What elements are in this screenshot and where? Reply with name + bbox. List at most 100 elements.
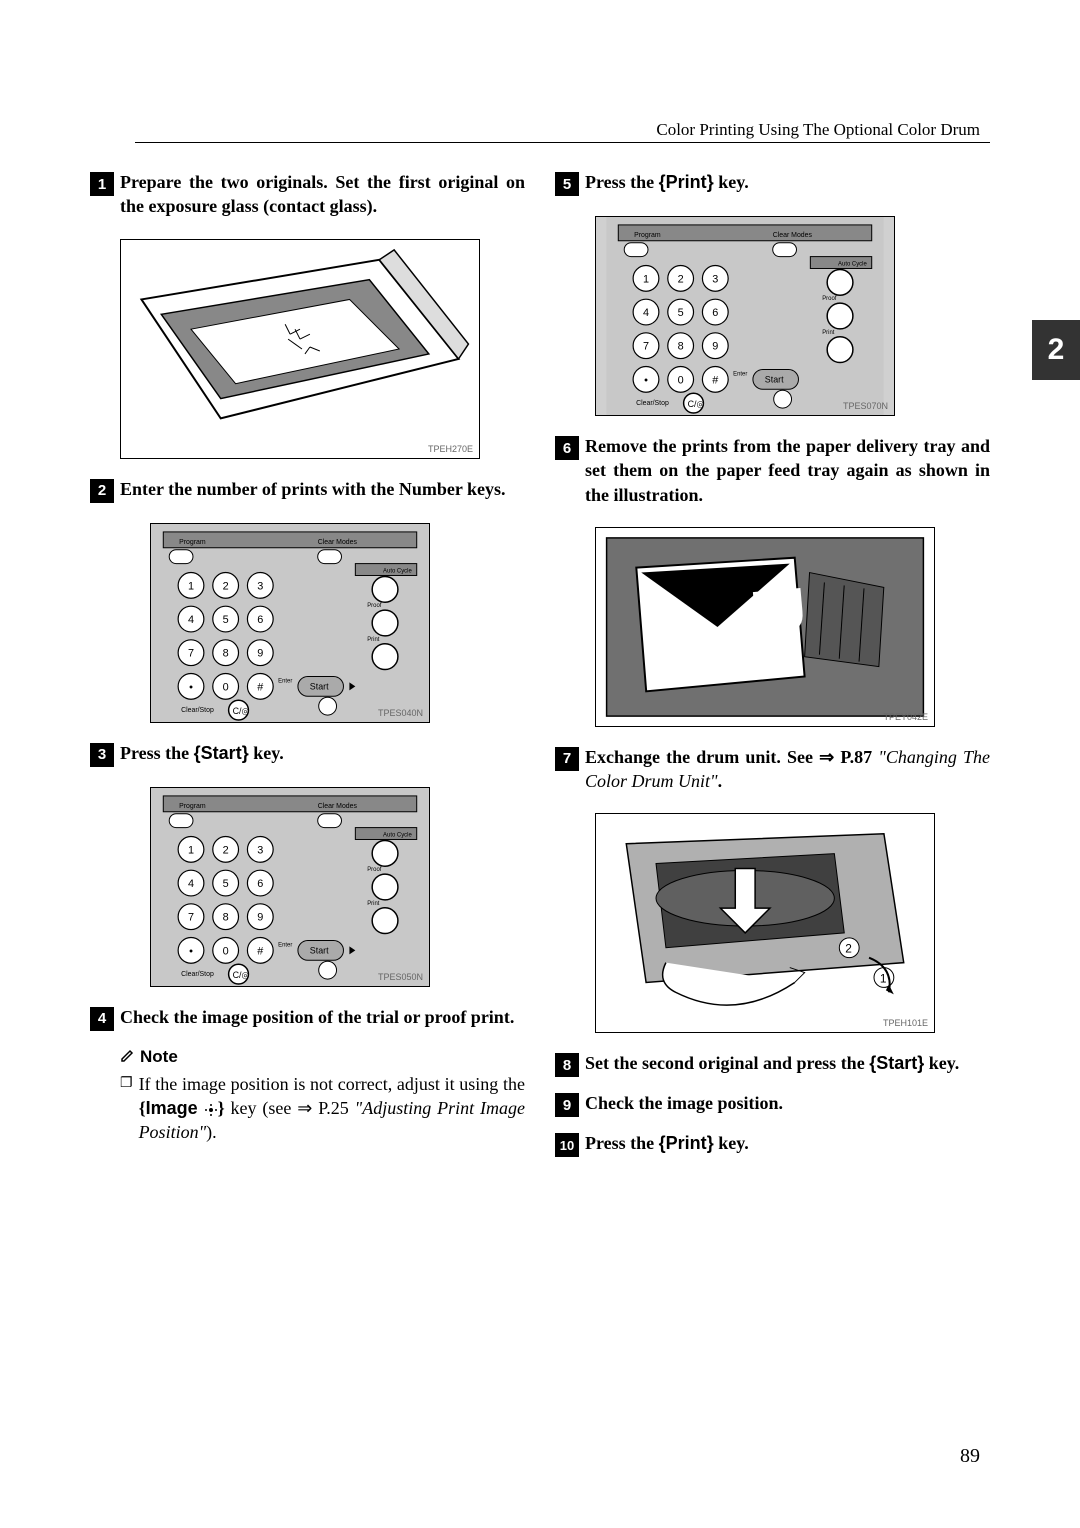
svg-text:Enter: Enter bbox=[278, 678, 292, 684]
svg-text:#: # bbox=[712, 374, 718, 386]
svg-text:Clear Modes: Clear Modes bbox=[773, 232, 813, 239]
step-number-7: 7 bbox=[555, 747, 579, 771]
svg-text:4: 4 bbox=[188, 878, 194, 890]
step-2-text: Enter the number of prints with the Numb… bbox=[120, 477, 506, 501]
pencil-icon bbox=[120, 1047, 136, 1068]
svg-text:Print: Print bbox=[822, 330, 835, 336]
svg-text:7: 7 bbox=[643, 341, 649, 353]
step-number-9: 9 bbox=[555, 1093, 579, 1117]
svg-text:•: • bbox=[644, 374, 648, 386]
svg-text:1: 1 bbox=[188, 580, 194, 592]
svg-text:2: 2 bbox=[845, 942, 852, 956]
svg-text:•: • bbox=[189, 945, 193, 957]
svg-text:Proof: Proof bbox=[822, 296, 837, 302]
svg-text:6: 6 bbox=[712, 307, 718, 319]
svg-text:9: 9 bbox=[257, 911, 263, 923]
svg-text:6: 6 bbox=[257, 614, 263, 626]
step-3: 3 Press the {Start} key. bbox=[90, 741, 525, 767]
svg-text:5: 5 bbox=[678, 307, 684, 319]
label-clear-modes: Clear Modes bbox=[318, 538, 358, 545]
step-number-5: 5 bbox=[555, 172, 579, 196]
step-9: 9 Check the image position. bbox=[555, 1091, 990, 1117]
svg-text:1: 1 bbox=[643, 273, 649, 285]
content-columns: 1 Prepare the two originals. Set the fir… bbox=[90, 170, 990, 1165]
svg-text:Print: Print bbox=[367, 636, 380, 642]
bullet-icon: ❐ bbox=[120, 1075, 133, 1145]
svg-text:7: 7 bbox=[188, 911, 194, 923]
figure-5-label: TPES070N bbox=[843, 401, 888, 411]
svg-text:C/◎: C/◎ bbox=[688, 399, 705, 409]
figure-paper-tray: R TPEY042E bbox=[595, 527, 935, 727]
figure-3-label: TPES050N bbox=[378, 972, 423, 982]
figure-drum-exchange: 2 1 TPEH101E bbox=[595, 813, 935, 1033]
svg-text:7: 7 bbox=[188, 647, 194, 659]
svg-text:Clear/Stop: Clear/Stop bbox=[181, 971, 214, 978]
step-5: 5 Press the {Print} key. bbox=[555, 170, 990, 196]
image-position-icon bbox=[204, 1103, 218, 1117]
figure-keypad-3: Program Clear Modes Auto Cycle Proof Pri… bbox=[150, 787, 430, 987]
note-item: ❐ If the image position is not correct, … bbox=[120, 1072, 525, 1145]
svg-text:4: 4 bbox=[188, 614, 194, 626]
step-number-6: 6 bbox=[555, 436, 579, 460]
note-title: Note bbox=[120, 1047, 525, 1068]
step-number-2: 2 bbox=[90, 479, 114, 503]
step-3-text: Press the {Start} key. bbox=[120, 741, 284, 765]
svg-text:C/◎: C/◎ bbox=[233, 706, 250, 716]
svg-text:Program: Program bbox=[179, 802, 206, 809]
figure-1-label: TPEH270E bbox=[428, 444, 473, 454]
svg-text:4: 4 bbox=[643, 307, 649, 319]
svg-text:8: 8 bbox=[223, 647, 229, 659]
svg-text:3: 3 bbox=[712, 273, 718, 285]
step-8: 8 Set the second original and press the … bbox=[555, 1051, 990, 1077]
figure-6-label: TPEY042E bbox=[883, 712, 928, 722]
step-4-text: Check the image position of the trial or… bbox=[120, 1005, 514, 1029]
svg-text:2: 2 bbox=[678, 273, 684, 285]
step-number-10: 10 bbox=[555, 1133, 579, 1157]
step-number-1: 1 bbox=[90, 172, 114, 196]
svg-text:#: # bbox=[257, 681, 263, 693]
figure-exposure-glass: TPEH270E bbox=[120, 239, 480, 459]
svg-text:Print: Print bbox=[367, 900, 380, 906]
step-10-text: Press the {Print} key. bbox=[585, 1131, 749, 1155]
svg-text:2: 2 bbox=[223, 844, 229, 856]
svg-text:Start: Start bbox=[310, 681, 329, 691]
page-header: Color Printing Using The Optional Color … bbox=[656, 120, 980, 140]
right-column: 5 Press the {Print} key. Program Clear M… bbox=[555, 170, 990, 1165]
step-1: 1 Prepare the two originals. Set the fir… bbox=[90, 170, 525, 219]
section-tab: 2 bbox=[1032, 320, 1080, 380]
step-4: 4 Check the image position of the trial … bbox=[90, 1005, 525, 1031]
svg-text:•: • bbox=[189, 681, 193, 693]
step-6-text: Remove the prints from the paper deliver… bbox=[585, 434, 990, 507]
page-number: 89 bbox=[960, 1445, 980, 1468]
svg-text:Auto Cycle: Auto Cycle bbox=[383, 832, 412, 838]
svg-text:Clear/Stop: Clear/Stop bbox=[636, 400, 669, 407]
svg-text:1: 1 bbox=[188, 844, 194, 856]
svg-text:5: 5 bbox=[223, 878, 229, 890]
svg-text:#: # bbox=[257, 945, 263, 957]
svg-text:Enter: Enter bbox=[278, 942, 292, 948]
step-5-text: Press the {Print} key. bbox=[585, 170, 749, 194]
header-rule bbox=[135, 142, 990, 143]
step-8-text: Set the second original and press the {S… bbox=[585, 1051, 959, 1075]
label-program: Program bbox=[179, 538, 206, 545]
step-10: 10 Press the {Print} key. bbox=[555, 1131, 990, 1157]
svg-text:0: 0 bbox=[678, 374, 684, 386]
step-7: 7 Exchange the drum unit. See ⇒ P.87 "Ch… bbox=[555, 745, 990, 794]
svg-text:Start: Start bbox=[310, 945, 329, 955]
svg-text:8: 8 bbox=[678, 341, 684, 353]
svg-text:Enter: Enter bbox=[733, 371, 747, 377]
svg-text:5: 5 bbox=[223, 614, 229, 626]
step-6: 6 Remove the prints from the paper deliv… bbox=[555, 434, 990, 507]
note-block: Note ❐ If the image position is not corr… bbox=[120, 1047, 525, 1145]
svg-text:Clear/Stop: Clear/Stop bbox=[181, 707, 214, 714]
svg-text:6: 6 bbox=[257, 878, 263, 890]
svg-text:2: 2 bbox=[223, 580, 229, 592]
left-column: 1 Prepare the two originals. Set the fir… bbox=[90, 170, 525, 1165]
figure-7-label: TPEH101E bbox=[883, 1018, 928, 1028]
step-number-8: 8 bbox=[555, 1053, 579, 1077]
svg-text:Clear Modes: Clear Modes bbox=[318, 802, 358, 809]
svg-text:0: 0 bbox=[223, 681, 229, 693]
note-text: If the image position is not correct, ad… bbox=[139, 1072, 525, 1145]
figure-2-label: TPES040N bbox=[378, 708, 423, 718]
svg-text:3: 3 bbox=[257, 844, 263, 856]
